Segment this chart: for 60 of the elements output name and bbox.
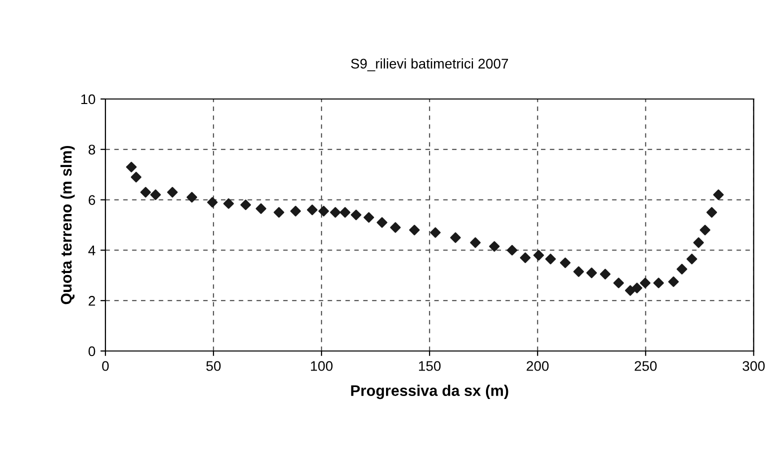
point [560, 258, 571, 268]
point [676, 264, 688, 274]
point [573, 266, 584, 277]
point [693, 237, 704, 248]
point [600, 268, 611, 280]
chart-title: S9_rilievi batimetrici 2007 [351, 58, 508, 72]
point [140, 186, 151, 198]
y-tick-label: 4 [88, 246, 96, 256]
point [470, 237, 481, 248]
y-tick-label: 0 [88, 346, 96, 356]
point [223, 198, 234, 209]
x-tick-label: 250 [634, 361, 657, 371]
point [506, 244, 518, 256]
point [256, 203, 266, 214]
point [150, 189, 161, 200]
point [186, 192, 198, 203]
point [126, 162, 137, 172]
point [130, 172, 142, 182]
x-axis-title: Progressiva da sx (m) [351, 384, 508, 400]
point [533, 250, 544, 261]
point [390, 222, 401, 233]
x-tick-label: 150 [419, 361, 441, 371]
y-tick-label: 8 [88, 144, 96, 155]
y-tick-label: 10 [81, 94, 96, 104]
point [409, 224, 420, 236]
point [545, 254, 556, 264]
point [653, 278, 664, 288]
point [640, 278, 650, 288]
point [274, 207, 284, 218]
point [207, 197, 218, 208]
point [632, 282, 642, 294]
x-tick-label: 0 [102, 361, 109, 371]
point [167, 186, 178, 198]
y-axis-title: Quota terreno (m slm) [60, 146, 75, 304]
point [240, 200, 251, 210]
point [306, 204, 318, 216]
point [340, 207, 350, 218]
y-tick-label: 6 [88, 195, 96, 205]
point [613, 278, 624, 288]
point [318, 206, 329, 216]
point [290, 206, 301, 216]
x-tick-label: 100 [310, 361, 333, 371]
point [520, 252, 531, 264]
x-tick-label: 50 [206, 361, 221, 371]
point [330, 207, 341, 218]
point [586, 268, 597, 278]
point [489, 241, 500, 252]
point [713, 189, 724, 200]
point [376, 217, 388, 228]
x-tick-label: 200 [526, 361, 549, 371]
point [706, 207, 718, 218]
point [668, 276, 679, 287]
point [700, 224, 710, 236]
point [364, 212, 374, 223]
point [430, 227, 441, 238]
point [350, 210, 362, 220]
y-tick-label: 2 [88, 296, 96, 306]
x-tick-label: 300 [742, 361, 765, 371]
point [450, 232, 461, 243]
point [686, 254, 698, 264]
